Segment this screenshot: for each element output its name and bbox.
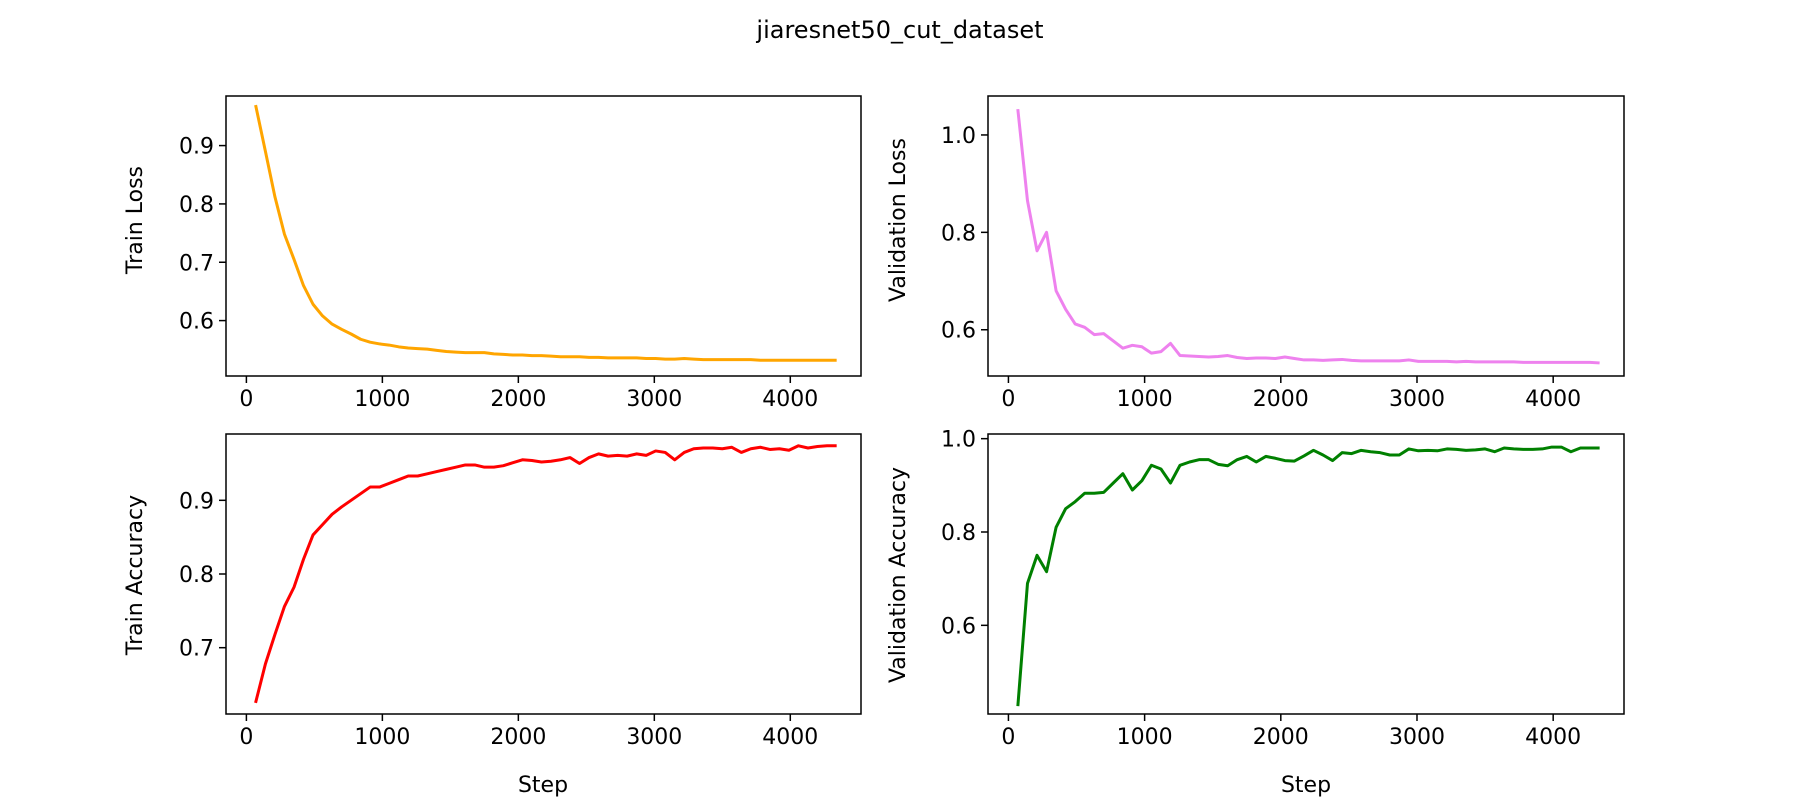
train-loss-series-line [254,104,837,362]
train-loss-ytick-label: 0.8 [179,193,214,218]
validation-accuracy-xtick-label: 0 [1001,725,1015,750]
validation-accuracy-frame [987,433,1625,715]
train-accuracy-xtick-label: 0 [239,725,253,750]
validation-loss-ytick-label: 0.6 [941,319,976,344]
train-accuracy-ylabel: Train Accuracy [123,495,148,656]
train-accuracy-xtick-label: 3000 [626,725,682,750]
validation-accuracy-series-line [1016,445,1600,707]
panel-validation-loss: Validation Loss 0 1000 2000 3000 4000 0.6 0.8 1… [886,95,1625,412]
train-loss-ytick-label: 0.9 [179,135,214,160]
train-accuracy-series-line [254,444,837,704]
validation-loss-xtick-label: 3000 [1389,387,1445,412]
validation-loss-ytick-label: 0.8 [941,221,976,246]
train-accuracy-ytick-label: 0.9 [179,489,214,514]
validation-accuracy-xtick-label: 1000 [1117,725,1173,750]
validation-loss-xtick-label: 2000 [1253,387,1309,412]
validation-loss-xtick-label: 1000 [1117,387,1173,412]
validation-loss-frame [987,95,1625,377]
validation-accuracy-ytick-label: 1.0 [941,428,976,453]
validation-loss-xtick-label: 4000 [1525,387,1581,412]
validation-loss-ytick-label: 1.0 [941,124,976,149]
train-loss-ytick-label: 0.6 [179,310,214,335]
validation-loss-ylabel: Validation Loss [886,138,911,302]
train-accuracy-frame [225,433,862,715]
train-accuracy-xtick-label: 4000 [762,725,818,750]
validation-accuracy-xtick-label: 4000 [1525,725,1581,750]
train-loss-xtick-label: 2000 [490,387,546,412]
validation-accuracy-ytick-label: 0.8 [941,521,976,546]
panel-train-loss: Train Loss 0 1000 2000 3000 4000 0.6 0.7 0.8 0.9 [123,95,862,412]
train-loss-xtick-label: 0 [239,387,253,412]
train-loss-ylabel: Train Loss [123,166,148,275]
validation-accuracy-xlabel: Step [1281,773,1331,798]
train-loss-xtick-label: 1000 [354,387,410,412]
validation-accuracy-xtick-label: 3000 [1389,725,1445,750]
train-accuracy-xtick-label: 2000 [490,725,546,750]
validation-loss-series-line [1016,108,1600,365]
train-loss-xtick-label: 4000 [762,387,818,412]
train-loss-xtick-label: 3000 [626,387,682,412]
train-accuracy-xtick-label: 1000 [354,725,410,750]
train-loss-frame [225,95,862,377]
panel-validation-accuracy: Validation Accuracy Step 0 1000 2000 3000 40… [886,428,1625,798]
validation-accuracy-ytick-label: 0.6 [941,614,976,639]
validation-accuracy-xtick-label: 2000 [1253,725,1309,750]
train-accuracy-ytick-label: 0.8 [179,563,214,588]
validation-accuracy-ylabel: Validation Accuracy [886,467,911,683]
figure-title: jiaresnet50_cut_dataset [755,16,1043,44]
train-loss-ytick-label: 0.7 [179,251,214,276]
train-accuracy-xlabel: Step [518,773,568,798]
validation-loss-xtick-label: 0 [1001,387,1015,412]
panel-train-accuracy: Train Accuracy Step 0 1000 2000 3000 4000 0.7… [123,433,862,798]
train-accuracy-ytick-label: 0.7 [179,637,214,662]
